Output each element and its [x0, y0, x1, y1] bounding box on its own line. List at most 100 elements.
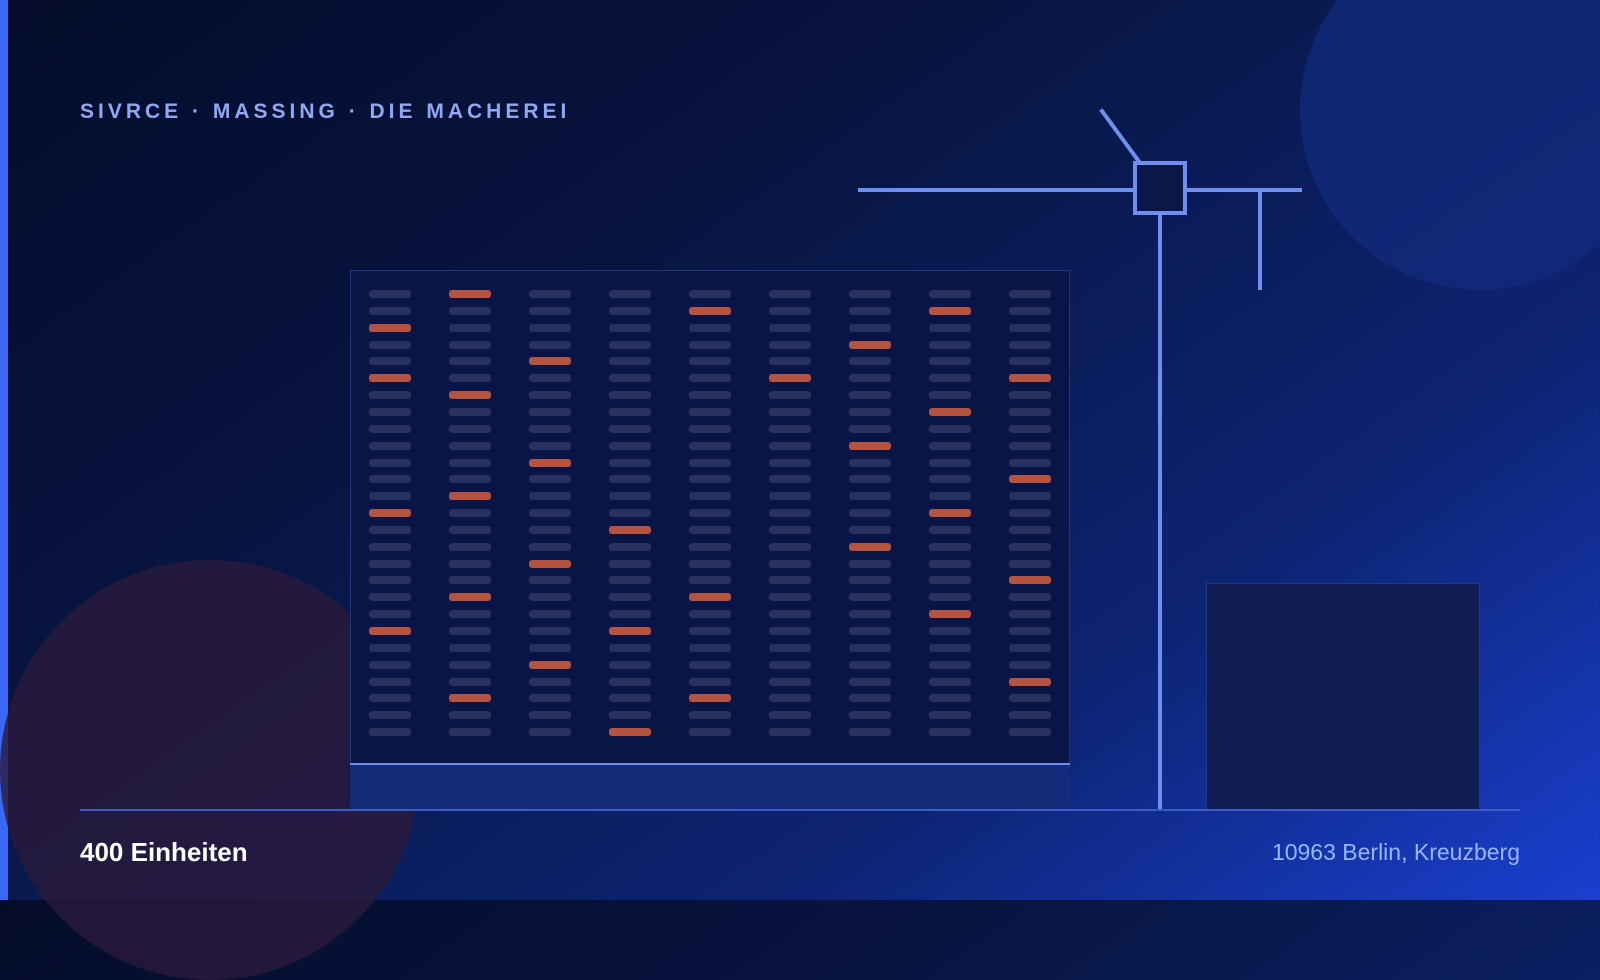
window	[769, 678, 811, 686]
window-lit	[929, 610, 971, 618]
window	[609, 307, 651, 315]
window	[369, 307, 411, 315]
crane-cab	[1133, 161, 1187, 215]
window	[369, 408, 411, 416]
location-label: 10963 Berlin, Kreuzberg	[1271, 839, 1520, 865]
window	[369, 341, 411, 349]
window	[929, 425, 971, 433]
window	[769, 492, 811, 500]
window	[449, 408, 491, 416]
window-lit	[689, 593, 731, 601]
window	[369, 610, 411, 618]
window	[529, 593, 571, 601]
window	[769, 509, 811, 517]
window	[369, 593, 411, 601]
window	[769, 341, 811, 349]
window	[1009, 425, 1051, 433]
window-lit	[449, 593, 491, 601]
window	[449, 374, 491, 382]
window-lit	[689, 694, 731, 702]
window	[929, 627, 971, 635]
window	[529, 324, 571, 332]
window-lit	[529, 459, 571, 467]
window	[849, 408, 891, 416]
window	[929, 661, 971, 669]
window	[849, 307, 891, 315]
window	[369, 560, 411, 568]
window	[769, 526, 811, 534]
window	[1009, 341, 1051, 349]
window-lit	[609, 627, 651, 635]
window	[689, 509, 731, 517]
window	[449, 644, 491, 652]
window	[609, 324, 651, 332]
window-lit	[609, 728, 651, 736]
window	[689, 627, 731, 635]
window	[849, 357, 891, 365]
window	[929, 357, 971, 365]
window	[929, 526, 971, 534]
window	[769, 459, 811, 467]
window	[769, 644, 811, 652]
window	[769, 442, 811, 450]
window	[769, 627, 811, 635]
window	[689, 560, 731, 568]
window-lit	[369, 374, 411, 382]
window	[689, 341, 731, 349]
window	[929, 290, 971, 298]
window	[1009, 442, 1051, 450]
window	[769, 475, 811, 483]
window	[449, 341, 491, 349]
window-lit	[689, 307, 731, 315]
window-lit	[1009, 374, 1051, 382]
window-lit	[529, 357, 571, 365]
eyebrow-label: SIVRCE · MASSING · DIE MACHEREI	[80, 100, 571, 123]
window-lit	[1009, 576, 1051, 584]
annex-building	[1206, 583, 1480, 811]
window	[369, 576, 411, 584]
window	[449, 661, 491, 669]
window	[609, 374, 651, 382]
window	[1009, 391, 1051, 399]
window	[1009, 694, 1051, 702]
window	[689, 543, 731, 551]
window	[449, 459, 491, 467]
window	[609, 543, 651, 551]
window-lit	[529, 661, 571, 669]
window	[369, 661, 411, 669]
window	[849, 391, 891, 399]
window	[689, 357, 731, 365]
window	[609, 661, 651, 669]
window	[929, 324, 971, 332]
window	[529, 526, 571, 534]
window	[1009, 560, 1051, 568]
window	[609, 492, 651, 500]
window-lit	[1009, 475, 1051, 483]
window	[449, 610, 491, 618]
window	[449, 560, 491, 568]
window	[609, 711, 651, 719]
window	[929, 728, 971, 736]
window	[529, 576, 571, 584]
window	[929, 694, 971, 702]
window	[1009, 324, 1051, 332]
window	[769, 711, 811, 719]
window	[929, 459, 971, 467]
window-lit	[369, 324, 411, 332]
window	[529, 425, 571, 433]
window	[609, 644, 651, 652]
window-lit	[1009, 678, 1051, 686]
window	[449, 576, 491, 584]
window	[849, 728, 891, 736]
crane-peak	[1099, 108, 1143, 166]
window	[609, 391, 651, 399]
window	[369, 492, 411, 500]
window	[449, 442, 491, 450]
window	[849, 425, 891, 433]
left-accent-bar	[0, 0, 8, 900]
window	[849, 492, 891, 500]
window	[689, 728, 731, 736]
window	[529, 509, 571, 517]
window	[609, 509, 651, 517]
window	[769, 543, 811, 551]
